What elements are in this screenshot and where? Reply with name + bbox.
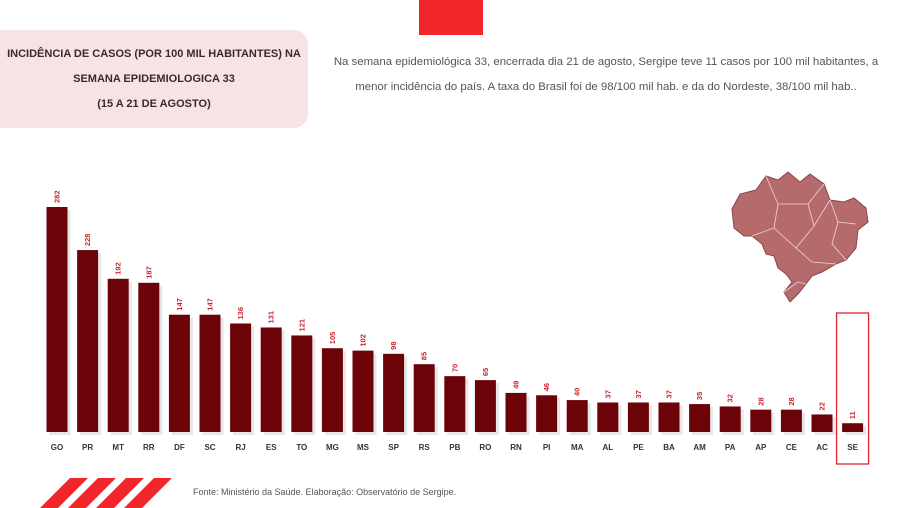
category-label: AC	[816, 443, 828, 452]
category-label: PB	[449, 443, 460, 452]
category-label: RR	[143, 443, 155, 452]
category-label: AL	[602, 443, 613, 452]
bar-value-label: 11	[848, 411, 857, 419]
category-label: PR	[82, 443, 93, 452]
category-label: PA	[725, 443, 736, 452]
bar-value-label: 187	[144, 266, 153, 279]
bar	[689, 404, 711, 432]
category-label: AM	[693, 443, 706, 452]
category-label: RN	[510, 443, 522, 452]
bar-value-label: 282	[53, 190, 62, 203]
bar	[474, 380, 496, 432]
category-label: CE	[786, 443, 798, 452]
bar-value-label: 49	[512, 381, 521, 389]
bar-value-label: 147	[175, 298, 184, 311]
category-label: RO	[479, 443, 491, 452]
bar-value-label: 28	[787, 397, 796, 405]
bar-value-label: 65	[481, 368, 490, 376]
red-stripes-decoration	[40, 478, 172, 508]
category-label: RJ	[235, 443, 245, 452]
category-label: MG	[326, 443, 339, 452]
bar-value-label: 28	[756, 397, 765, 405]
bar-value-label: 192	[114, 262, 123, 275]
bar	[597, 402, 619, 432]
bar	[107, 278, 129, 432]
highlight-box	[835, 312, 870, 465]
bar-value-label: 102	[359, 334, 368, 347]
bar-value-label: 136	[236, 307, 245, 320]
bar	[780, 409, 802, 432]
bar	[750, 409, 772, 432]
category-label: MS	[357, 443, 370, 452]
category-label: BA	[663, 443, 675, 452]
bar	[321, 348, 343, 432]
bar-value-label: 37	[634, 390, 643, 398]
category-label: GO	[51, 443, 63, 452]
bar	[627, 402, 649, 432]
bar	[842, 423, 864, 432]
bar	[352, 350, 374, 432]
bar	[199, 314, 221, 432]
bar	[291, 335, 313, 432]
bar	[658, 402, 680, 432]
bar	[536, 395, 558, 432]
bar-value-label: 105	[328, 332, 337, 345]
bar-value-label: 37	[665, 390, 674, 398]
bar	[505, 392, 527, 432]
source-note: Fonte: Ministério da Saúde. Elaboração: …	[193, 487, 457, 497]
bar-value-label: 98	[389, 341, 398, 349]
bar	[444, 376, 466, 432]
top-accent-tab	[419, 0, 483, 35]
category-label: SE	[847, 443, 858, 452]
bar-value-label: 121	[297, 319, 306, 332]
category-label: MT	[112, 443, 124, 452]
summary-text: Na semana epidemiológica 33, encerrada d…	[333, 56, 879, 93]
bar	[230, 323, 252, 432]
bar-value-label: 35	[695, 392, 704, 400]
bar	[811, 414, 833, 432]
bar-value-label: 131	[267, 311, 276, 324]
bar	[566, 400, 588, 432]
chart-title: INCIDÊNCIA DE CASOS (POR 100 MIL HABITAN…	[7, 47, 301, 110]
bar-value-label: 37	[603, 390, 612, 398]
category-label: AP	[755, 443, 767, 452]
bar-value-label: 147	[206, 298, 215, 311]
category-label: PE	[633, 443, 644, 452]
category-label: DF	[174, 443, 185, 452]
category-label: PI	[543, 443, 551, 452]
bar	[413, 364, 435, 432]
title-box: INCIDÊNCIA DE CASOS (POR 100 MIL HABITAN…	[0, 30, 308, 128]
bar	[260, 327, 282, 432]
category-label: MA	[571, 443, 584, 452]
category-label: RS	[419, 443, 431, 452]
category-label: ES	[266, 443, 277, 452]
bar-value-label: 40	[573, 388, 582, 396]
bar	[77, 250, 99, 432]
bar	[138, 282, 160, 432]
category-label: SC	[204, 443, 215, 452]
bar	[46, 207, 68, 432]
category-label: SP	[388, 443, 399, 452]
bar	[383, 353, 405, 432]
bar-value-label: 46	[542, 383, 551, 391]
bar-value-label: 228	[83, 234, 92, 247]
brazil-map-icon	[731, 171, 869, 303]
bar	[719, 406, 741, 432]
bar	[168, 314, 190, 432]
bar-value-label: 22	[818, 402, 827, 410]
bar-value-label: 85	[420, 352, 429, 360]
bar-value-label: 32	[726, 394, 735, 402]
category-label: TO	[296, 443, 307, 452]
bar-value-label: 70	[450, 364, 459, 372]
